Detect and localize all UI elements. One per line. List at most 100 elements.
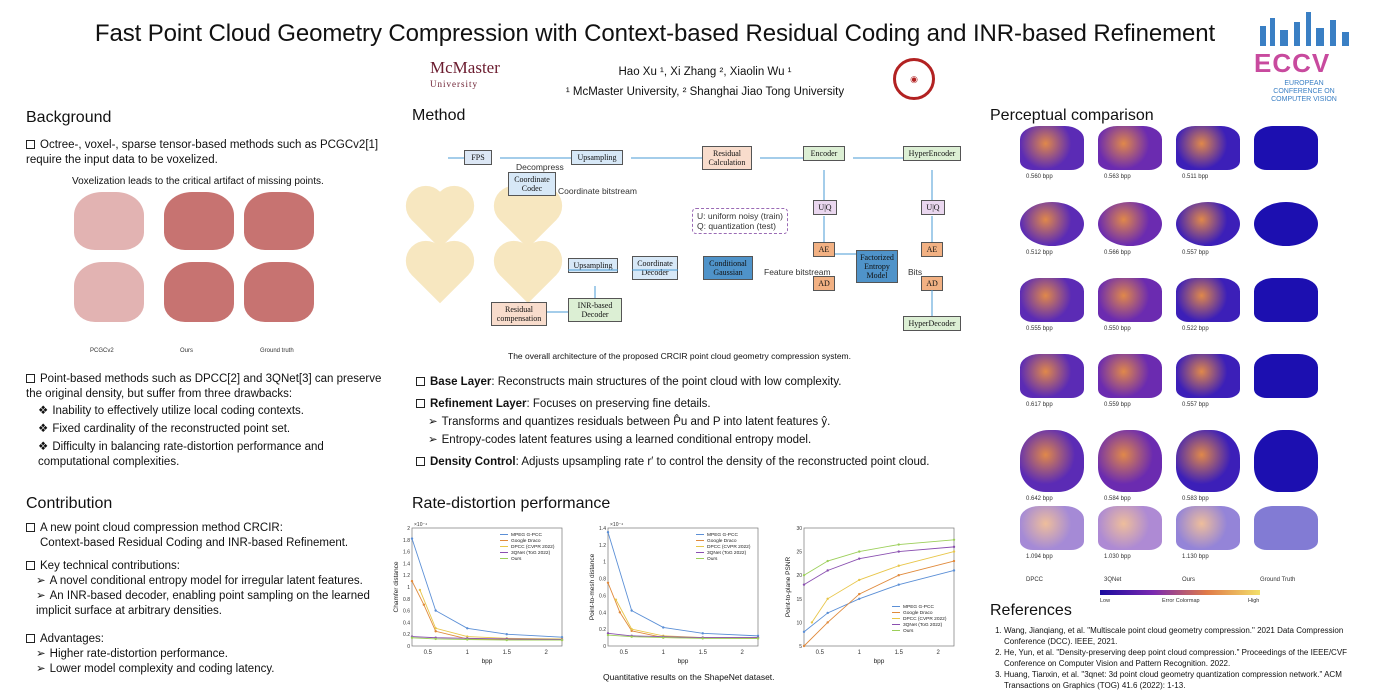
data-point [606, 633, 610, 637]
ours-sofa-image [164, 262, 234, 322]
face-pointcloud-render [1176, 430, 1240, 492]
data-point [606, 632, 610, 635]
human-pointcloud-render [1098, 354, 1162, 398]
coordinate-bitstream-label: Coordinate bitstream [558, 186, 637, 196]
data-point [897, 564, 900, 567]
data-point [630, 609, 633, 612]
y-tick-label: 15 [796, 597, 802, 603]
legend-label: Ours [707, 556, 718, 562]
y-axis-label: Chamfer distance [393, 561, 400, 612]
method-bullets: Base Layer: Reconstructs main structures… [416, 375, 976, 470]
method-column-label: DPCC [1026, 577, 1044, 583]
x-tick-label: 2 [741, 650, 745, 656]
bpp-label: 0.563 bpp [1104, 174, 1131, 180]
checkbox-bullet-icon [26, 561, 35, 570]
y-tick-label: 30 [796, 526, 802, 532]
coordinate-decoder-block: Coordinate Decoder [632, 256, 678, 280]
encoder-block: Encoder [803, 146, 845, 161]
colormap-label: Low [1100, 598, 1111, 604]
data-point [466, 627, 469, 630]
data-point [434, 630, 437, 633]
data-point [505, 633, 508, 636]
rd-heading: Rate-distortion performance [412, 495, 611, 512]
data-point [897, 574, 900, 577]
rd-caption: Quantitative results on the ShapeNet dat… [603, 672, 775, 682]
contribution-p1: A new point cloud compression method CRC… [26, 521, 386, 551]
mcmaster-logo: McMaster University [430, 58, 500, 89]
ship-pointcloud-render [1098, 126, 1162, 170]
legend-label: DPCC (CVPR 2022) [511, 544, 555, 550]
y-tick-label: 1.4 [403, 561, 410, 567]
x-tick-label: 0.5 [620, 650, 629, 656]
legend-label: Google Draco [707, 538, 737, 544]
plane-pointcloud-render [1176, 278, 1240, 322]
method-column-label: Ground Truth [1260, 577, 1296, 583]
ad-block: AD [813, 276, 835, 291]
data-point [858, 557, 861, 560]
data-point [560, 635, 564, 639]
checkbox-bullet-icon [416, 377, 425, 386]
affiliations: ¹ McMaster University, ² Shanghai Jiao T… [565, 86, 845, 98]
data-point [826, 611, 829, 615]
checkbox-bullet-icon [416, 457, 425, 466]
hyperdecoder-block: HyperDecoder [903, 316, 961, 331]
y-tick-label: 0.4 [599, 610, 606, 616]
arrow-bullet-icon: ➢ [36, 648, 46, 660]
drawback-item: ❖ Difficulty in balancing rate-distortion… [38, 441, 324, 468]
data-point [434, 627, 437, 630]
y-tick-label: 20 [796, 573, 802, 579]
data-point [618, 611, 622, 614]
fig-label: Ours [180, 348, 194, 354]
data-point [802, 574, 806, 577]
bpp-label: 1.094 bpp [1026, 554, 1053, 560]
x-tick-label: 2 [545, 650, 549, 656]
x-axis-label: bpp [678, 658, 689, 665]
y-tick-label: 0.8 [403, 597, 410, 603]
architecture-diagram: FPS Upsampling Residual Calculation Enco… [408, 130, 968, 350]
fig-label: PCGCv2 [90, 348, 114, 354]
checkbox-bullet-icon [26, 140, 35, 149]
bpp-label: 0.583 bpp [1182, 496, 1209, 502]
bpp-label: 0.560 bpp [1026, 174, 1053, 180]
sjtu-seal-logo: ◉ [893, 58, 935, 100]
bpp-label: 0.557 bpp [1182, 250, 1209, 256]
method-column-label: Ours [1182, 577, 1196, 583]
y-axis-label: Point-to-mesh distance [589, 553, 596, 620]
bpp-label: 0.617 bpp [1026, 402, 1053, 408]
decompress-label: Decompress [516, 162, 564, 172]
authors: Hao Xu ¹, Xi Zhang ², Xiaolin Wu ¹ [618, 66, 792, 78]
bpp-label: 1.130 bpp [1182, 554, 1209, 560]
pcgcv2-chair-image [74, 192, 144, 250]
noise-legend: U: uniform noisy (train) Q: quantization … [692, 208, 788, 234]
diagram-arrows [448, 157, 933, 316]
data-point [952, 550, 956, 553]
data-point [897, 550, 900, 553]
y-tick-label: 25 [796, 550, 802, 556]
bpp-label: 0.550 bpp [1104, 326, 1131, 332]
x-tick-label: 1.5 [699, 650, 708, 656]
ship-pointcloud-render [1254, 126, 1318, 170]
y-tick-label: 1.4 [599, 526, 606, 532]
perceptual-heading: Perceptual comparison [990, 107, 1154, 124]
data-point [858, 550, 861, 553]
data-point [858, 578, 861, 582]
background-p2: Point-based methods such as DPCC[2] and … [26, 373, 382, 400]
legend-label: DPCC (CVPR 2022) [707, 544, 751, 550]
data-point [701, 632, 704, 635]
factorized-entropy-block: Factorized Entropy Model [856, 250, 898, 283]
cloud-pointcloud-render [1098, 506, 1162, 550]
cloud-pointcloud-render [1020, 506, 1084, 550]
x-axis-label: bpp [482, 658, 493, 665]
data-point [606, 581, 610, 584]
plane-pointcloud-render [1254, 278, 1318, 322]
reference-item: He, Yun, et al. "Density-preserving deep… [1004, 647, 1385, 669]
background-p1: Octree-, voxel-, sparse tensor-based met… [26, 139, 379, 166]
legend-label: 3QNet (ToG 2022) [511, 550, 551, 556]
x-tick-label: 0.5 [816, 650, 825, 656]
bpp-label: 0.642 bpp [1026, 496, 1053, 502]
legend-label: 3QNet (ToG 2022) [903, 622, 943, 628]
checkbox-bullet-icon [26, 374, 35, 383]
data-point [466, 635, 469, 638]
x-tick-label: 1.5 [503, 650, 512, 656]
gt-chair-image [244, 192, 314, 250]
